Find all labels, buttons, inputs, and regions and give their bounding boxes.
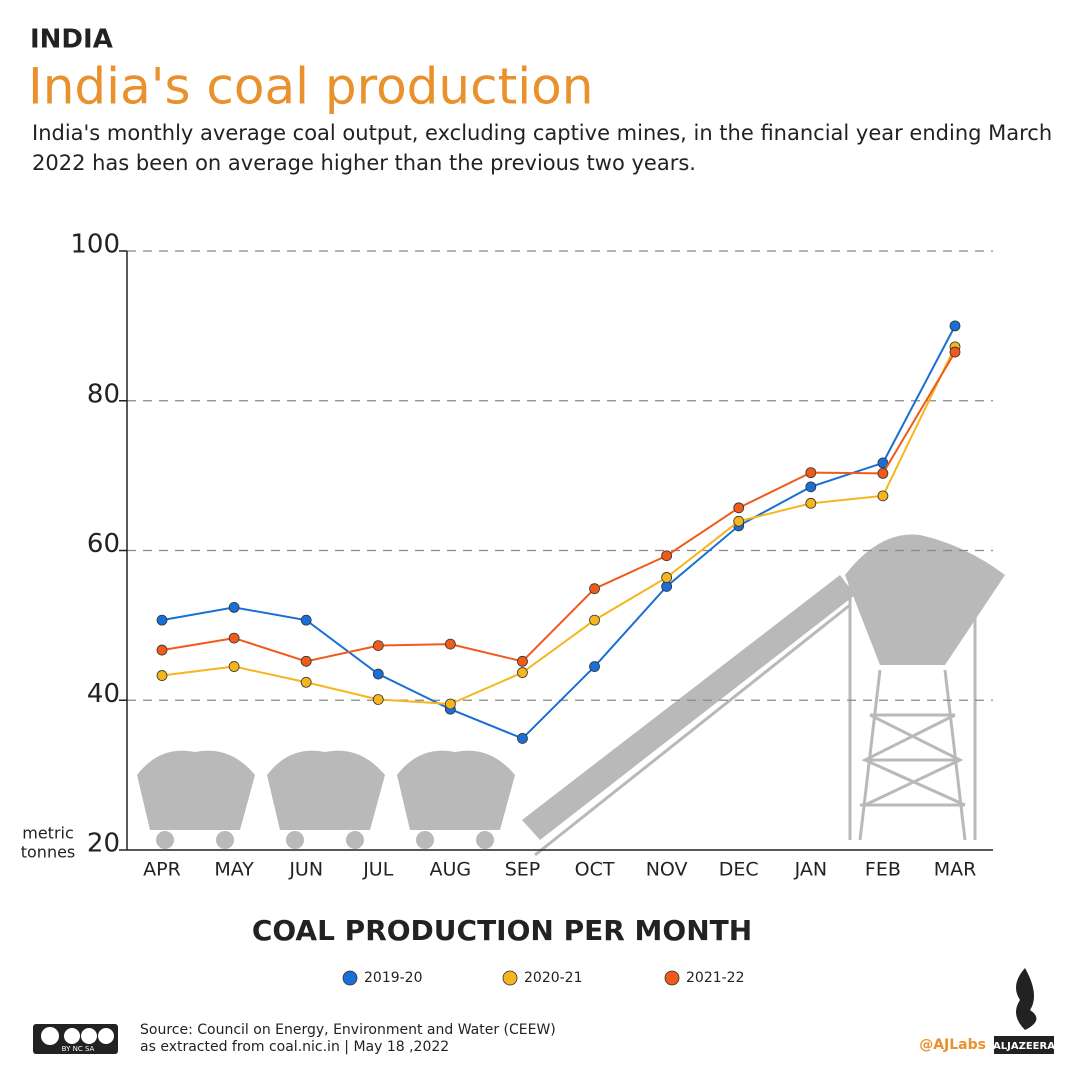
point bbox=[444, 698, 456, 710]
x-tick-label: FEB bbox=[865, 859, 901, 881]
point bbox=[589, 614, 600, 626]
point bbox=[228, 661, 240, 672]
y-tick-label: 60 bbox=[87, 529, 120, 559]
y-tick-label: 80 bbox=[87, 379, 120, 409]
y-unit: tonnes bbox=[21, 843, 76, 862]
x-tick-label: OCT bbox=[575, 859, 615, 881]
x-tick-label: APR bbox=[143, 859, 181, 881]
point bbox=[228, 602, 240, 613]
point bbox=[517, 655, 528, 667]
x-tick-label: DEC bbox=[719, 859, 759, 881]
legend-label: 2021-22 bbox=[686, 970, 745, 986]
x-tick-label: MAY bbox=[214, 859, 254, 881]
subtitle: 2022 has been on average higher than the… bbox=[32, 151, 696, 175]
license: BY NC SA bbox=[62, 1045, 95, 1053]
point bbox=[805, 497, 817, 509]
series-line bbox=[161, 351, 956, 663]
x-tick-label: MAR bbox=[934, 859, 977, 881]
point bbox=[877, 490, 889, 502]
point bbox=[949, 320, 961, 332]
brand: ALJAZEERA bbox=[993, 1041, 1055, 1052]
point bbox=[300, 676, 312, 688]
point bbox=[661, 572, 673, 583]
point bbox=[517, 667, 528, 678]
point bbox=[156, 614, 168, 626]
subtitle: India's monthly average coal output, exc… bbox=[32, 121, 1052, 145]
legend-marker bbox=[502, 970, 518, 986]
decoration bbox=[137, 534, 1005, 857]
point bbox=[372, 694, 384, 705]
point bbox=[805, 481, 817, 493]
point bbox=[589, 583, 600, 595]
legend-marker bbox=[664, 970, 680, 986]
series-line bbox=[161, 325, 956, 740]
point bbox=[805, 467, 817, 479]
y-tick-label: 40 bbox=[87, 679, 120, 709]
x-tick-label: JUL bbox=[362, 859, 394, 881]
point bbox=[661, 550, 673, 562]
point bbox=[733, 502, 745, 514]
kicker: INDIA bbox=[30, 25, 113, 55]
credit: @AJLabs bbox=[919, 1037, 986, 1053]
x-tick-label: JUN bbox=[288, 859, 323, 881]
point bbox=[733, 515, 745, 527]
x-tick-label: JAN bbox=[794, 859, 827, 881]
point bbox=[877, 457, 889, 469]
y-tick-label: 20 bbox=[87, 829, 120, 859]
point bbox=[156, 670, 168, 681]
logo-box bbox=[994, 1036, 1054, 1054]
point bbox=[300, 614, 312, 626]
legend-marker bbox=[342, 970, 358, 986]
cc-badge: BY NC SA bbox=[33, 1024, 118, 1054]
point bbox=[589, 661, 600, 672]
point bbox=[300, 655, 312, 667]
point bbox=[661, 581, 673, 592]
y-unit: metric bbox=[22, 824, 74, 843]
source: Source: Council on Energy, Environment a… bbox=[140, 1022, 556, 1038]
logo bbox=[1016, 968, 1037, 1030]
title: India's coal production bbox=[28, 58, 593, 116]
y-tick-label: 100 bbox=[70, 230, 120, 260]
x-axis-title: COAL PRODUCTION PER MONTH bbox=[252, 914, 752, 947]
x-tick-label: NOV bbox=[646, 859, 688, 881]
point bbox=[372, 640, 384, 651]
legend-label: 2019-20 bbox=[364, 970, 423, 986]
source: as extracted from coal.nic.in | May 18 ,… bbox=[140, 1039, 449, 1055]
point bbox=[228, 632, 240, 644]
point bbox=[949, 346, 961, 358]
point bbox=[517, 733, 528, 744]
legend-label: 2020-21 bbox=[524, 970, 583, 986]
x-tick-label: AUG bbox=[430, 859, 472, 881]
series-line bbox=[161, 346, 956, 706]
point bbox=[372, 668, 384, 680]
point bbox=[444, 638, 456, 650]
x-tick-label: SEP bbox=[505, 859, 541, 881]
point bbox=[877, 467, 889, 479]
point bbox=[156, 644, 168, 656]
